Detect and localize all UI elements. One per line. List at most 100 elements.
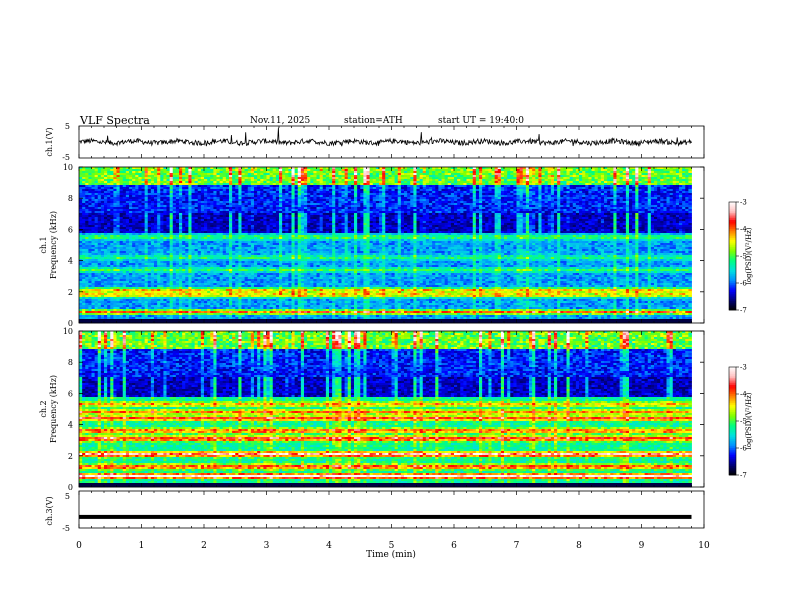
colorbar-segment	[729, 286, 736, 289]
colorbar-segment	[729, 377, 736, 380]
colorbar-segment	[729, 283, 736, 286]
colorbar-segment	[729, 440, 736, 443]
colorbar-segment	[729, 379, 736, 382]
ch2-colorbar: -3 -4 -5 -6 -7 log(PSD)(V²/Hz)	[728, 364, 753, 480]
ch3-ytick-bottom: -5	[62, 524, 70, 533]
colorbar-segment	[729, 437, 736, 440]
colorbar-segment	[729, 270, 736, 273]
ch1-channel-label: ch.1	[39, 236, 48, 253]
colorbar-tick-label: -3	[740, 199, 747, 207]
colorbar-segment	[729, 444, 736, 447]
colorbar-segment	[729, 211, 736, 214]
ch2-colorbar-ticks: -3 -4 -5 -6 -7	[736, 364, 747, 480]
ch1-waveform-panel: 5 -5 ch.1(V)	[45, 122, 705, 162]
colorbar-segment	[729, 403, 736, 406]
ytick-label: 4	[68, 421, 73, 430]
colorbar-segment	[729, 241, 736, 244]
station-label: station=ATH	[344, 116, 403, 126]
ch1-waveform-ylabel: ch.1(V)	[45, 127, 54, 156]
colorbar-segment	[729, 306, 736, 309]
colorbar-segment	[729, 374, 736, 377]
colorbar-segment	[729, 435, 736, 438]
colorbar-segment	[729, 397, 736, 400]
colorbar-segment	[729, 297, 736, 300]
ytick-label: 10	[63, 163, 73, 172]
colorbar-tick-label: -3	[740, 364, 747, 372]
ch2-frequency-label: Frequency (kHz)	[49, 375, 58, 443]
colorbar-segment	[729, 250, 736, 253]
ch2-colorbar-label: log(PSD)(V²/Hz)	[745, 392, 753, 449]
xtick-label: 0	[76, 541, 82, 551]
colorbar-segment	[729, 417, 736, 420]
colorbar-segment	[729, 455, 736, 458]
colorbar-segment	[729, 292, 736, 295]
ytick-label: 0	[68, 483, 73, 492]
colorbar-segment	[729, 281, 736, 284]
ch1-spectrogram-xticks	[78, 167, 705, 323]
ytick-label: 10	[63, 327, 73, 336]
colorbar-segment	[729, 223, 736, 226]
colorbar-segment	[729, 256, 736, 259]
colorbar-segment	[729, 448, 736, 451]
colorbar-segment	[729, 218, 736, 221]
ch1-ytick-top: 5	[65, 122, 70, 131]
colorbar-segment	[729, 451, 736, 454]
ch2-spectrogram-image	[79, 331, 704, 488]
colorbar-segment	[729, 422, 736, 425]
colorbar-segment	[729, 279, 736, 282]
colorbar-segment	[729, 376, 736, 379]
colorbar-segment	[729, 268, 736, 271]
colorbar-segment	[729, 424, 736, 427]
ch2-channel-label: ch.2	[39, 400, 48, 417]
colorbar-segment	[729, 209, 736, 212]
colorbar-tick-label: -6	[740, 445, 747, 453]
colorbar-segment	[729, 446, 736, 449]
colorbar-tick-label: -5	[740, 253, 747, 261]
colorbar-segment	[729, 466, 736, 469]
colorbar-segment	[729, 301, 736, 304]
colorbar-segment	[729, 232, 736, 235]
colorbar-tick-label: -6	[740, 280, 747, 288]
ch3-waveform-panel: 5 -5 ch.3(V) 0 1 2 3 4 5 6 7 8 9 10 Time (min)	[45, 490, 710, 560]
colorbar-segment	[729, 212, 736, 215]
colorbar-segment	[729, 368, 736, 371]
colorbar-segment	[729, 426, 736, 429]
colorbar-segment	[729, 284, 736, 287]
colorbar-segment	[729, 257, 736, 260]
colorbar-segment	[729, 304, 736, 307]
ytick-label: 2	[68, 452, 73, 461]
colorbar-segment	[729, 293, 736, 296]
colorbar-segment	[729, 460, 736, 463]
colorbar-segment	[729, 473, 736, 476]
xtick-label: 3	[264, 541, 270, 551]
colorbar-segment	[729, 430, 736, 433]
colorbar-segment	[729, 302, 736, 305]
colorbar-segment	[729, 367, 736, 370]
colorbar-segment	[729, 428, 736, 431]
colorbar-segment	[729, 421, 736, 424]
xtick-label: 10	[698, 541, 710, 551]
colorbar-segment	[729, 299, 736, 302]
time-axis-label: Time (min)	[366, 549, 416, 560]
ytick-label: 4	[68, 257, 73, 266]
ch1-colorbar-gradient	[728, 201, 737, 311]
colorbar-segment	[729, 412, 736, 415]
colorbar-segment	[729, 410, 736, 413]
colorbar-segment	[729, 229, 736, 232]
colorbar-segment	[729, 266, 736, 269]
colorbar-segment	[729, 390, 736, 393]
colorbar-segment	[729, 259, 736, 262]
xtick-label: 8	[576, 541, 582, 551]
colorbar-segment	[729, 203, 736, 206]
ch3-waveform-ylabel: ch.3(V)	[45, 496, 54, 525]
ytick-label: 0	[68, 319, 73, 328]
colorbar-segment	[729, 433, 736, 436]
colorbar-segment	[729, 385, 736, 388]
colorbar-segment	[729, 469, 736, 472]
colorbar-segment	[729, 372, 736, 375]
colorbar-segment	[729, 394, 736, 397]
ytick-label: 6	[68, 225, 73, 234]
colorbar-segment	[729, 464, 736, 467]
colorbar-segment	[729, 453, 736, 456]
